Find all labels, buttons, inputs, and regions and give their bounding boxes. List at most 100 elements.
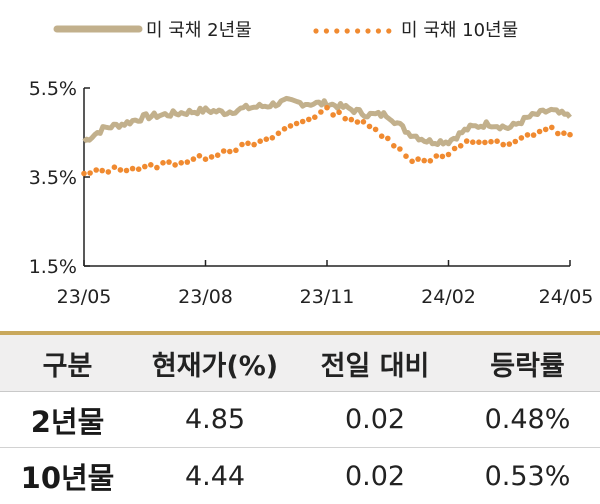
- series-point-10y: [439, 153, 446, 160]
- series-point-10y: [129, 165, 136, 172]
- row-label-2y: 2년물: [30, 404, 105, 439]
- legend-dot: [344, 28, 350, 34]
- series-point-10y: [93, 167, 99, 173]
- series-point-10y: [239, 141, 245, 148]
- series-point-10y: [208, 154, 215, 160]
- series-point-10y: [354, 119, 361, 125]
- series-point-10y: [445, 151, 452, 158]
- series-point-10y: [105, 169, 112, 175]
- series-point-10y: [457, 143, 464, 149]
- legend-swatch-10y: [313, 28, 392, 34]
- legend-label-2y: 미 국채 2년물: [146, 20, 252, 41]
- x-tick-label: 23/08: [178, 286, 233, 308]
- y-tick-label: 5.5%: [29, 78, 77, 100]
- series-point-10y: [184, 159, 191, 165]
- series-point-10y: [324, 104, 330, 111]
- series-point-10y: [160, 160, 166, 166]
- series-point-10y: [549, 124, 555, 131]
- yield-table: 구분 현재가(%) 전일 대비 등락률 2년물 4.85 0.02 0.48% …: [0, 331, 600, 504]
- cell-price-10y: 4.44: [184, 460, 246, 492]
- cell-rate-10y: 0.53%: [484, 460, 571, 492]
- series-point-10y: [451, 145, 458, 152]
- y-tick-label: 3.5%: [29, 167, 77, 189]
- x-tick-label: 23/05: [57, 286, 112, 308]
- series-point-10y: [287, 123, 294, 129]
- series-point-10y: [154, 164, 160, 171]
- x-tick-label: 24/05: [539, 286, 594, 308]
- header-rate: 등락률: [490, 350, 565, 382]
- series-point-10y: [409, 158, 415, 165]
- header-change: 전일 대비: [320, 350, 430, 382]
- series-point-10y: [561, 130, 567, 136]
- series-point-10y: [172, 162, 178, 168]
- series-point-10y: [463, 138, 470, 144]
- series-point-10y: [385, 135, 391, 142]
- series-point-10y: [342, 115, 349, 122]
- table-row: 10년물 4.44 0.02 0.53%: [0, 448, 600, 504]
- table-row: 2년물 4.85 0.02 0.48%: [0, 392, 600, 448]
- series-point-10y: [336, 109, 342, 116]
- legend-dot: [355, 28, 361, 34]
- legend-dot: [334, 28, 340, 34]
- series-point-10y: [476, 139, 482, 145]
- yield-chart: 미 국채 2년물 미 국채 10년물 5.5% 3.5% 1.5% 23/05 23/0…: [29, 20, 594, 308]
- series-point-10y: [555, 130, 561, 137]
- series-point-10y: [378, 133, 385, 139]
- series-point-10y: [269, 135, 276, 141]
- series-point-10y: [427, 158, 434, 164]
- series-point-10y: [403, 153, 409, 159]
- series-point-10y: [251, 141, 257, 148]
- series-point-10y: [318, 109, 324, 115]
- legend-dot: [323, 28, 329, 34]
- series-point-10y: [135, 166, 142, 172]
- series-point-10y: [433, 153, 440, 159]
- legend-dot: [365, 28, 371, 34]
- series-point-10y: [518, 135, 525, 141]
- series-point-10y: [87, 170, 93, 176]
- series-point-10y: [512, 138, 519, 145]
- series-point-10y: [306, 116, 312, 123]
- series-point-10y: [99, 167, 105, 174]
- series-point-10y: [293, 120, 300, 127]
- cell-change-2y: 0.02: [344, 404, 406, 435]
- series-point-10y: [190, 156, 197, 162]
- series-point-10y: [281, 126, 288, 132]
- cell-rate-2y: 0.48%: [484, 404, 571, 435]
- x-tick-label: 24/02: [421, 286, 476, 308]
- series-point-10y: [81, 170, 87, 177]
- series-point-10y: [196, 153, 203, 159]
- legend-label-10y: 미 국채 10년물: [401, 20, 518, 41]
- table-divider: [0, 391, 600, 392]
- series-point-10y: [360, 119, 367, 125]
- series-point-10y: [123, 167, 130, 174]
- series-point-10y: [415, 156, 421, 162]
- series-point-10y: [506, 141, 513, 147]
- series-point-10y: [567, 131, 573, 138]
- series-point-10y: [275, 130, 282, 137]
- series-point-10y: [111, 164, 118, 170]
- series-point-10y: [500, 141, 507, 148]
- y-tick-label: 1.5%: [29, 256, 77, 278]
- legend-dot: [313, 28, 319, 34]
- cell-price-2y: 4.85: [184, 404, 246, 435]
- series-point-10y: [220, 148, 227, 154]
- series-point-10y: [142, 163, 148, 170]
- series-point-10y: [227, 148, 233, 155]
- header-price: 현재가(%): [151, 350, 279, 382]
- series-point-10y: [257, 138, 264, 144]
- header-category: 구분: [42, 350, 93, 382]
- series-point-10y: [366, 123, 373, 130]
- series-point-10y: [494, 138, 500, 144]
- table-top-border: [0, 331, 600, 335]
- x-tick-label: 23/11: [300, 286, 355, 308]
- series-point-10y: [263, 136, 270, 142]
- series-point-10y: [421, 157, 428, 164]
- series-point-10y: [312, 114, 318, 120]
- series-point-10y: [524, 132, 531, 138]
- series-point-10y: [482, 139, 488, 146]
- series-point-10y: [202, 156, 209, 162]
- series-point-10y: [372, 126, 379, 133]
- cell-change-10y: 0.02: [344, 460, 406, 492]
- legend-dot: [386, 28, 392, 34]
- series-point-10y: [214, 152, 221, 158]
